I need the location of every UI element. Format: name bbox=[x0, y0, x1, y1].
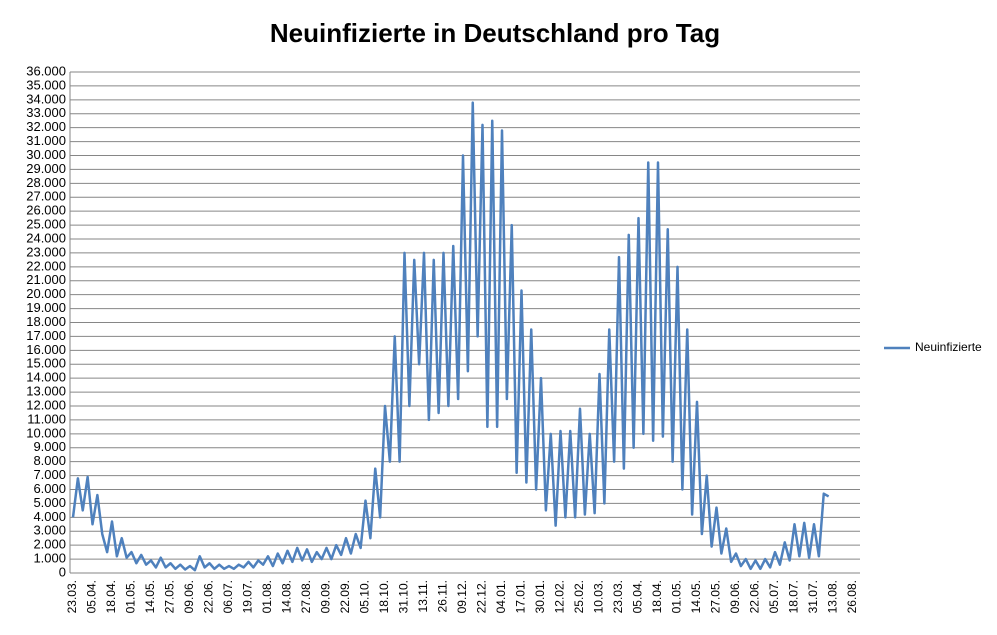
x-tick-label: 05.04. bbox=[85, 580, 99, 613]
y-tick-label: 33.000 bbox=[26, 105, 66, 120]
y-tick-label: 20.000 bbox=[26, 286, 66, 301]
y-tick-label: 9.000 bbox=[33, 439, 66, 454]
y-tick-label: 0 bbox=[59, 564, 66, 579]
y-tick-label: 26.000 bbox=[26, 203, 66, 218]
data-line bbox=[71, 101, 830, 572]
x-tick-label: 18.04. bbox=[104, 580, 118, 613]
x-tick-label: 18.04. bbox=[650, 580, 664, 613]
x-tick-label: 27.05. bbox=[709, 580, 723, 613]
y-tick-label: 36.000 bbox=[26, 63, 66, 78]
x-tick-label: 23.03. bbox=[65, 580, 79, 613]
y-tick-label: 4.000 bbox=[33, 509, 66, 524]
y-tick-label: 8.000 bbox=[33, 453, 66, 468]
x-tick-label: 27.08. bbox=[299, 580, 313, 613]
x-tick-label: 31.07. bbox=[806, 580, 820, 613]
x-tick-label: 14.05. bbox=[143, 580, 157, 613]
x-tick-label: 17.01. bbox=[514, 580, 528, 613]
x-tick-label: 01.05. bbox=[124, 580, 138, 613]
x-tick-label: 14.08. bbox=[280, 580, 294, 613]
y-tick-label: 25.000 bbox=[26, 217, 66, 232]
x-tick-label: 01.08. bbox=[260, 580, 274, 613]
y-tick-label: 16.000 bbox=[26, 342, 66, 357]
x-tick-label: 12.02. bbox=[553, 580, 567, 613]
x-tick-label: 19.07. bbox=[241, 580, 255, 613]
y-tick-label: 11.000 bbox=[27, 411, 66, 426]
y-tick-label: 14.000 bbox=[26, 370, 66, 385]
y-tick-label: 7.000 bbox=[33, 467, 66, 482]
y-tick-label: 15.000 bbox=[26, 356, 66, 371]
x-tick-label: 09.09. bbox=[319, 580, 333, 613]
y-tick-label: 19.000 bbox=[26, 300, 66, 315]
x-tick-label: 26.11. bbox=[436, 580, 450, 612]
x-tick-label: 01.05. bbox=[670, 580, 684, 613]
y-tick-label: 28.000 bbox=[26, 175, 66, 190]
x-tick-label: 30.01. bbox=[533, 580, 547, 613]
x-tick-label: 13.11. bbox=[416, 580, 430, 612]
x-tick-label: 09.12. bbox=[455, 580, 469, 613]
y-tick-label: 6.000 bbox=[33, 481, 66, 496]
x-tick-label: 06.07. bbox=[221, 580, 235, 613]
y-tick-label: 23.000 bbox=[26, 244, 66, 259]
y-tick-label: 17.000 bbox=[26, 328, 66, 343]
x-tick-label: 05.07. bbox=[767, 580, 781, 613]
x-tick-label: 22.09. bbox=[338, 580, 352, 613]
y-tick-label: 21.000 bbox=[26, 272, 66, 287]
x-tick-label: 27.05. bbox=[163, 580, 177, 613]
y-tick-label: 27.000 bbox=[26, 189, 66, 204]
x-tick-label: 23.03. bbox=[611, 580, 625, 613]
y-tick-label: 35.000 bbox=[26, 77, 66, 92]
y-tick-label: 22.000 bbox=[26, 258, 66, 273]
y-tick-label: 12.000 bbox=[26, 397, 66, 412]
y-tick-label: 31.000 bbox=[26, 133, 66, 148]
y-tick-label: 34.000 bbox=[26, 91, 66, 106]
x-tick-label: 04.01. bbox=[494, 580, 508, 613]
x-tick-label: 10.03. bbox=[592, 580, 606, 613]
y-tick-label: 30.000 bbox=[26, 147, 66, 162]
y-tick-label: 24.000 bbox=[26, 230, 66, 245]
y-tick-label: 1.000 bbox=[33, 551, 66, 566]
x-tick-label: 05.10. bbox=[358, 580, 372, 613]
y-tick-label: 29.000 bbox=[26, 161, 66, 176]
legend-label: Neuinfizierte bbox=[915, 340, 982, 354]
y-tick-label: 2.000 bbox=[33, 537, 66, 552]
x-tick-label: 13.08. bbox=[826, 580, 840, 613]
x-tick-label: 09.06. bbox=[728, 580, 742, 613]
y-tick-label: 3.000 bbox=[33, 523, 66, 538]
x-tick-label: 22.06. bbox=[748, 580, 762, 613]
x-tick-label: 18.10. bbox=[377, 580, 391, 613]
x-tick-label: 22.12. bbox=[475, 580, 489, 613]
x-tick-label: 22.06. bbox=[202, 580, 216, 613]
y-tick-label: 32.000 bbox=[26, 119, 66, 134]
x-tick-label: 26.08. bbox=[845, 580, 859, 613]
x-tick-label: 25.02. bbox=[572, 580, 586, 613]
chart-title: Neuinfizierte in Deutschland pro Tag bbox=[270, 18, 720, 48]
x-tick-label: 31.10. bbox=[397, 580, 411, 613]
x-tick-label: 09.06. bbox=[182, 580, 196, 613]
x-tick-label: 14.05. bbox=[689, 580, 703, 613]
y-tick-label: 18.000 bbox=[26, 314, 66, 329]
x-tick-label: 05.04. bbox=[631, 580, 645, 613]
y-tick-label: 10.000 bbox=[26, 425, 66, 440]
y-tick-label: 13.000 bbox=[26, 384, 66, 399]
y-tick-label: 5.000 bbox=[33, 495, 66, 510]
x-tick-label: 18.07. bbox=[787, 580, 801, 613]
